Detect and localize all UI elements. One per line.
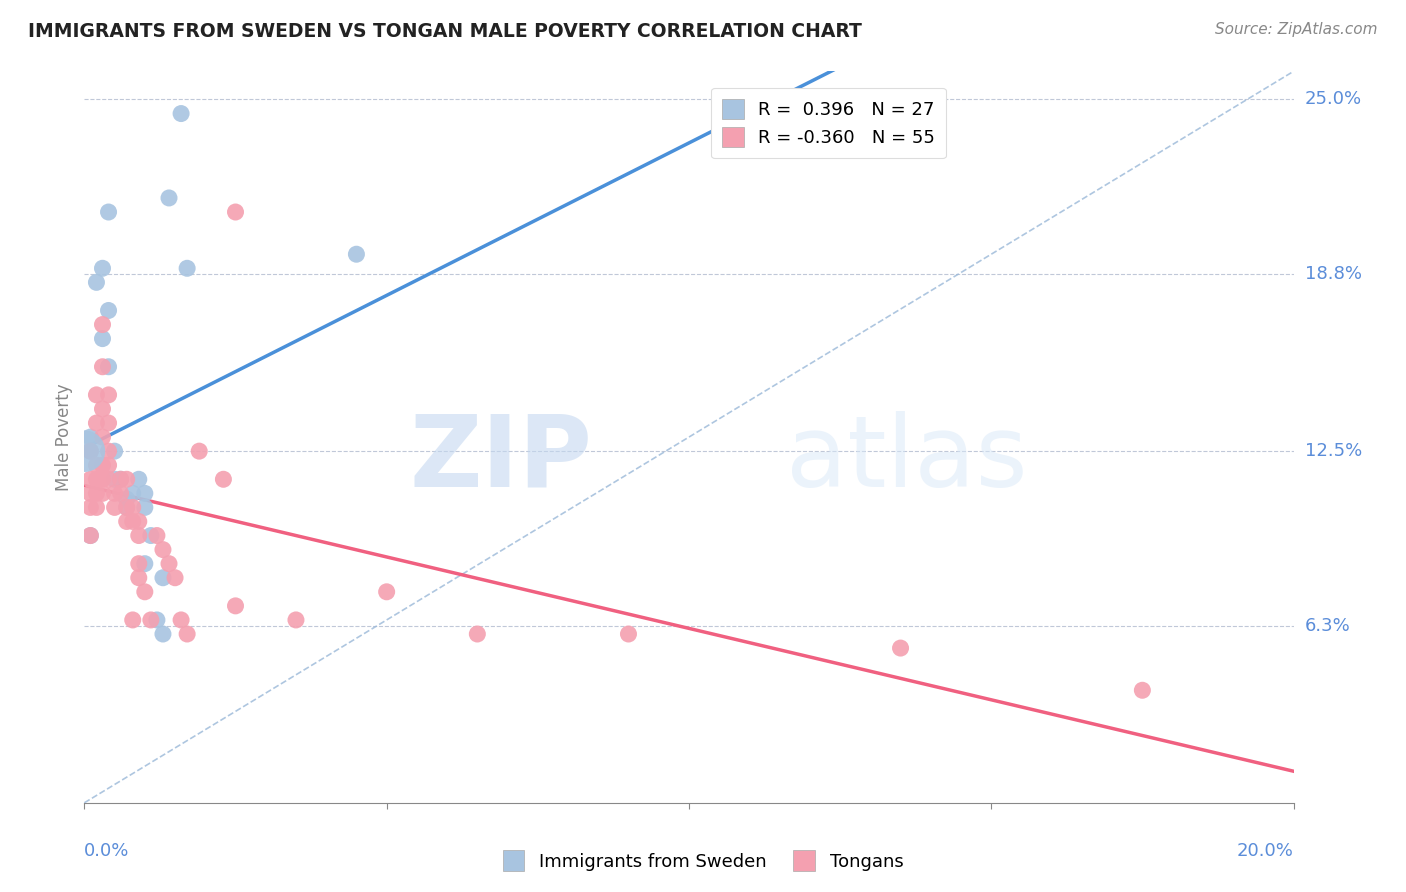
Point (115, 515, 138, 529)
Point (104, 444, 127, 458)
Point (73, 444, 96, 458)
Point (134, 486, 156, 500)
Text: ZIP: ZIP (409, 410, 592, 508)
Point (134, 557, 156, 571)
Point (157, 191, 180, 205)
Point (139, 528, 162, 542)
Text: 25.0%: 25.0% (1305, 90, 1362, 109)
Point (91, 486, 114, 500)
Point (170, 106, 193, 120)
Point (128, 472, 150, 486)
Point (188, 444, 211, 458)
Point (146, 613, 169, 627)
Point (91, 401, 114, 416)
Point (128, 557, 150, 571)
Text: 20.0%: 20.0% (1237, 842, 1294, 860)
Text: IMMIGRANTS FROM SWEDEN VS TONGAN MALE POVERTY CORRELATION CHART: IMMIGRANTS FROM SWEDEN VS TONGAN MALE PO… (28, 22, 862, 41)
Point (146, 528, 169, 542)
Point (110, 472, 132, 486)
Point (79, 444, 101, 458)
Point (617, 627, 640, 641)
Y-axis label: Male Poverty: Male Poverty (55, 384, 73, 491)
Point (890, 641, 912, 656)
Text: Source: ZipAtlas.com: Source: ZipAtlas.com (1215, 22, 1378, 37)
Point (97, 303, 120, 318)
Text: 12.5%: 12.5% (1305, 442, 1362, 460)
Point (91, 318, 114, 332)
Point (134, 500, 156, 515)
Point (97, 444, 120, 458)
Point (121, 486, 143, 500)
Point (121, 515, 143, 529)
Point (79, 472, 101, 486)
Point (91, 332, 114, 346)
Point (91, 261, 114, 276)
Point (139, 613, 162, 627)
Point (375, 584, 398, 599)
Point (115, 491, 138, 506)
Point (284, 613, 308, 627)
Point (176, 261, 198, 276)
Point (86, 472, 108, 486)
Point (97, 416, 120, 430)
Point (86, 500, 108, 515)
Point (134, 584, 156, 599)
Point (79, 528, 101, 542)
Point (110, 472, 132, 486)
Point (91, 472, 114, 486)
Point (115, 500, 138, 515)
Point (152, 542, 174, 557)
Point (115, 500, 138, 515)
Point (170, 613, 193, 627)
Point (1130, 683, 1153, 698)
Point (121, 613, 143, 627)
Point (115, 472, 138, 486)
Point (86, 276, 108, 290)
Point (104, 472, 127, 486)
Point (86, 458, 108, 473)
Point (97, 458, 120, 473)
Point (79, 444, 101, 458)
Point (86, 486, 108, 500)
Point (225, 205, 247, 219)
Point (110, 486, 132, 500)
Point (91, 430, 114, 444)
Point (128, 515, 150, 529)
Point (128, 528, 150, 542)
Point (91, 458, 114, 473)
Point (225, 599, 247, 613)
Point (121, 500, 143, 515)
Text: atlas: atlas (786, 410, 1028, 508)
Point (91, 359, 114, 374)
Legend: R =  0.396   N = 27, R = -0.360   N = 55: R = 0.396 N = 27, R = -0.360 N = 55 (711, 87, 946, 158)
Point (467, 627, 489, 641)
Point (79, 500, 101, 515)
Point (104, 500, 127, 515)
Point (79, 486, 101, 500)
Point (97, 472, 120, 486)
Point (86, 388, 108, 402)
Point (128, 571, 150, 585)
Point (152, 627, 174, 641)
Point (97, 388, 120, 402)
Text: 6.3%: 6.3% (1305, 616, 1350, 634)
Text: 18.8%: 18.8% (1305, 265, 1361, 283)
Point (79, 528, 101, 542)
Point (97, 359, 120, 374)
Legend: Immigrants from Sweden, Tongans: Immigrants from Sweden, Tongans (495, 843, 911, 879)
Point (163, 571, 186, 585)
Point (346, 247, 368, 261)
Point (152, 571, 174, 585)
Text: 0.0%: 0.0% (84, 842, 129, 860)
Point (212, 472, 235, 486)
Point (97, 205, 120, 219)
Point (79, 430, 101, 444)
Point (86, 416, 108, 430)
Point (157, 557, 180, 571)
Point (176, 627, 198, 641)
Point (104, 486, 127, 500)
